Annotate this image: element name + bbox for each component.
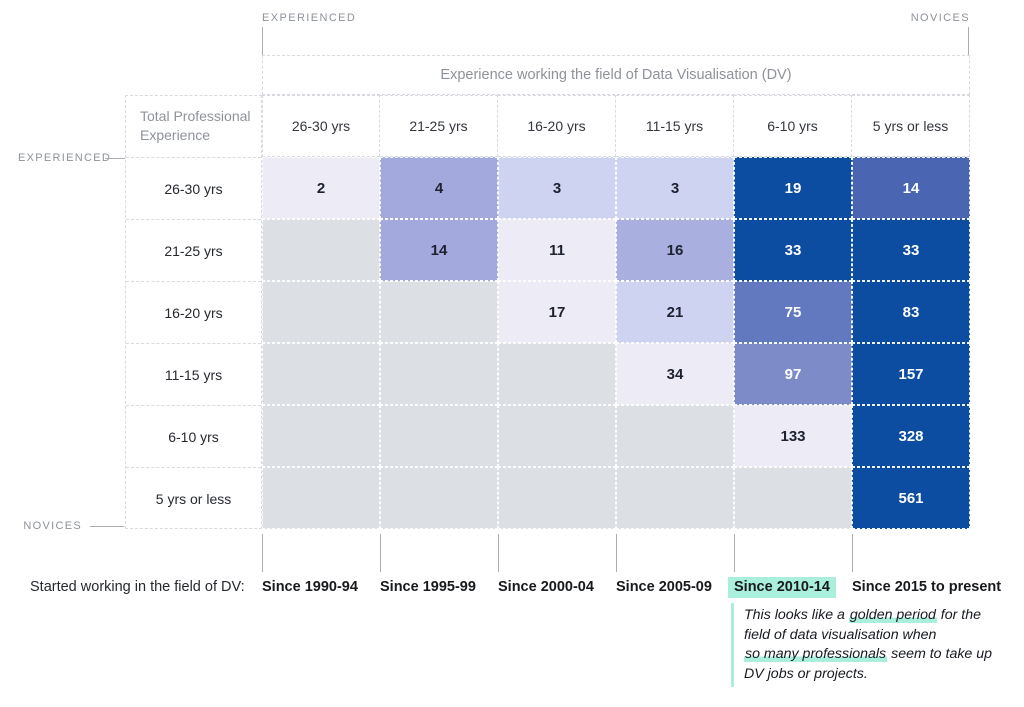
bottom-axis-tick <box>734 534 735 572</box>
annotation-line: field of data visualisation when <box>744 626 1024 646</box>
heatmap-empty-cell <box>498 467 616 529</box>
left-axis-experienced-tick <box>105 158 125 159</box>
heatmap-cell: 328 <box>852 405 970 467</box>
heatmap-empty-cell <box>262 467 380 529</box>
top-axis-novices-label: NOVICES <box>910 12 970 24</box>
heatmap-cell: 75 <box>734 281 852 343</box>
annotation-line: DV jobs or projects. <box>744 665 1024 685</box>
annotation-highlighted-phrase: golden period <box>848 607 937 623</box>
heatmap-cell: 97 <box>734 343 852 405</box>
heatmap-cell: 157 <box>852 343 970 405</box>
heatmap-empty-cell <box>262 405 380 467</box>
left-axis-novices-tick <box>90 526 124 527</box>
heatmap-cell: 14 <box>380 219 498 281</box>
row-label: 16-20 yrs <box>126 282 261 344</box>
heatmap-cell: 4 <box>380 157 498 219</box>
row-labels: 26-30 yrs 21-25 yrs 16-20 yrs 11-15 yrs 6-10… <box>126 158 261 530</box>
top-axis-right-tick <box>968 27 969 55</box>
heatmap-empty-cell <box>262 281 380 343</box>
annotation-text: DV jobs or projects. <box>744 665 868 682</box>
annotation-line: so many professionals seem to take up <box>744 645 1024 665</box>
bottom-axis-tick-label: Since 2005-09 <box>616 579 712 595</box>
bottom-axis-tick <box>380 534 381 572</box>
heatmap-empty-cell <box>616 467 734 529</box>
heatmap-cell: 34 <box>616 343 734 405</box>
bottom-axis-tick <box>498 534 499 572</box>
annotation-text: This looks like a <box>744 607 849 623</box>
heatmap-cell: 17 <box>498 281 616 343</box>
column-header: 21-25 yrs <box>380 95 498 157</box>
heatmap-cell: 11 <box>498 219 616 281</box>
heatmap-empty-cell <box>616 405 734 467</box>
heatmap-cell: 33 <box>734 219 852 281</box>
row-label: 21-25 yrs <box>126 220 261 282</box>
annotation-text: field of data visualisation when <box>744 626 937 643</box>
heatmap-grid: 2 4 3 3 19 14 14 11 16 33 33 17 21 75 83 34 97 157 133 328 5… <box>262 157 970 529</box>
heatmap-cell: 33 <box>852 219 970 281</box>
heatmap-cell: 2 <box>262 157 380 219</box>
row-label: 5 yrs or less <box>155 491 232 507</box>
annotation-text: for the <box>936 607 982 623</box>
column-axis-title-box: Experience working the field of Data Vis… <box>262 55 970 95</box>
bottom-axis-tick-label: Since 1990-94 <box>262 579 358 595</box>
column-header: 11-15 yrs <box>616 95 734 157</box>
bottom-axis-tick-label: Since 2015 to present <box>852 579 1002 595</box>
annotation-highlighted-phrase: so many professionals <box>744 646 888 662</box>
annotation-line: This looks like a golden period for the <box>744 606 1024 626</box>
heatmap-empty-cell <box>262 219 380 281</box>
heatmap-cell: 3 <box>616 157 734 219</box>
heatmap-cell: 14 <box>852 157 970 219</box>
heatmap-empty-cell <box>734 467 852 529</box>
heatmap-empty-cell <box>380 405 498 467</box>
column-headers-row: 26-30 yrs 21-25 yrs 16-20 yrs 11-15 yrs 6-10… <box>262 95 970 157</box>
heatmap-empty-cell <box>262 343 380 405</box>
heatmap-cell: 19 <box>734 157 852 219</box>
row-axis-title: Total Professional Experience <box>126 96 261 158</box>
bottom-axis-tick <box>262 534 263 572</box>
column-header: 6-10 yrs <box>734 95 852 157</box>
annotation-text: seem to take up <box>887 646 993 662</box>
row-axis-column: Total Professional Experience 26-30 yrs 2… <box>125 95 262 529</box>
heatmap-empty-cell <box>380 467 498 529</box>
column-header: 26-30 yrs <box>262 95 380 157</box>
heatmap-cell: 83 <box>852 281 970 343</box>
heatmap-cell: 561 <box>852 467 970 529</box>
heatmap-empty-cell <box>498 405 616 467</box>
bottom-axis-tick <box>852 534 853 572</box>
column-header: 16-20 yrs <box>498 95 616 157</box>
bottom-axis-tick-label: Since 1995-99 <box>380 579 476 595</box>
row-label: 6-10 yrs <box>126 406 261 468</box>
bottom-axis-tick <box>616 534 617 572</box>
left-axis-experienced-label: EXPERIENCED <box>18 152 112 164</box>
left-axis-novices-label: NOVICES <box>23 520 82 532</box>
heatmap-cell: 16 <box>616 219 734 281</box>
annotation-note: This looks like a golden period for the f… <box>731 603 1024 687</box>
row-label: 26-30 yrs <box>126 158 261 220</box>
top-axis-left-tick <box>262 27 263 55</box>
heatmap-cell: 133 <box>734 405 852 467</box>
column-axis-title: Experience working the field of Data Vis… <box>440 67 792 83</box>
heatmap-empty-cell <box>498 343 616 405</box>
heatmap-cell: 3 <box>498 157 616 219</box>
heatmap-empty-cell <box>380 281 498 343</box>
bottom-axis-tick-label: Since 2000-04 <box>498 579 594 595</box>
heatmap-empty-cell <box>380 343 498 405</box>
column-header: 5 yrs or less <box>852 95 970 157</box>
row-label: 11-15 yrs <box>126 344 261 406</box>
heatmap-cell: 21 <box>616 281 734 343</box>
top-axis-experienced-label: EXPERIENCED <box>262 12 357 24</box>
bottom-axis-label: Started working in the field of DV: <box>30 579 245 595</box>
bottom-axis-tick-label: Since 2010-14 <box>728 577 836 598</box>
